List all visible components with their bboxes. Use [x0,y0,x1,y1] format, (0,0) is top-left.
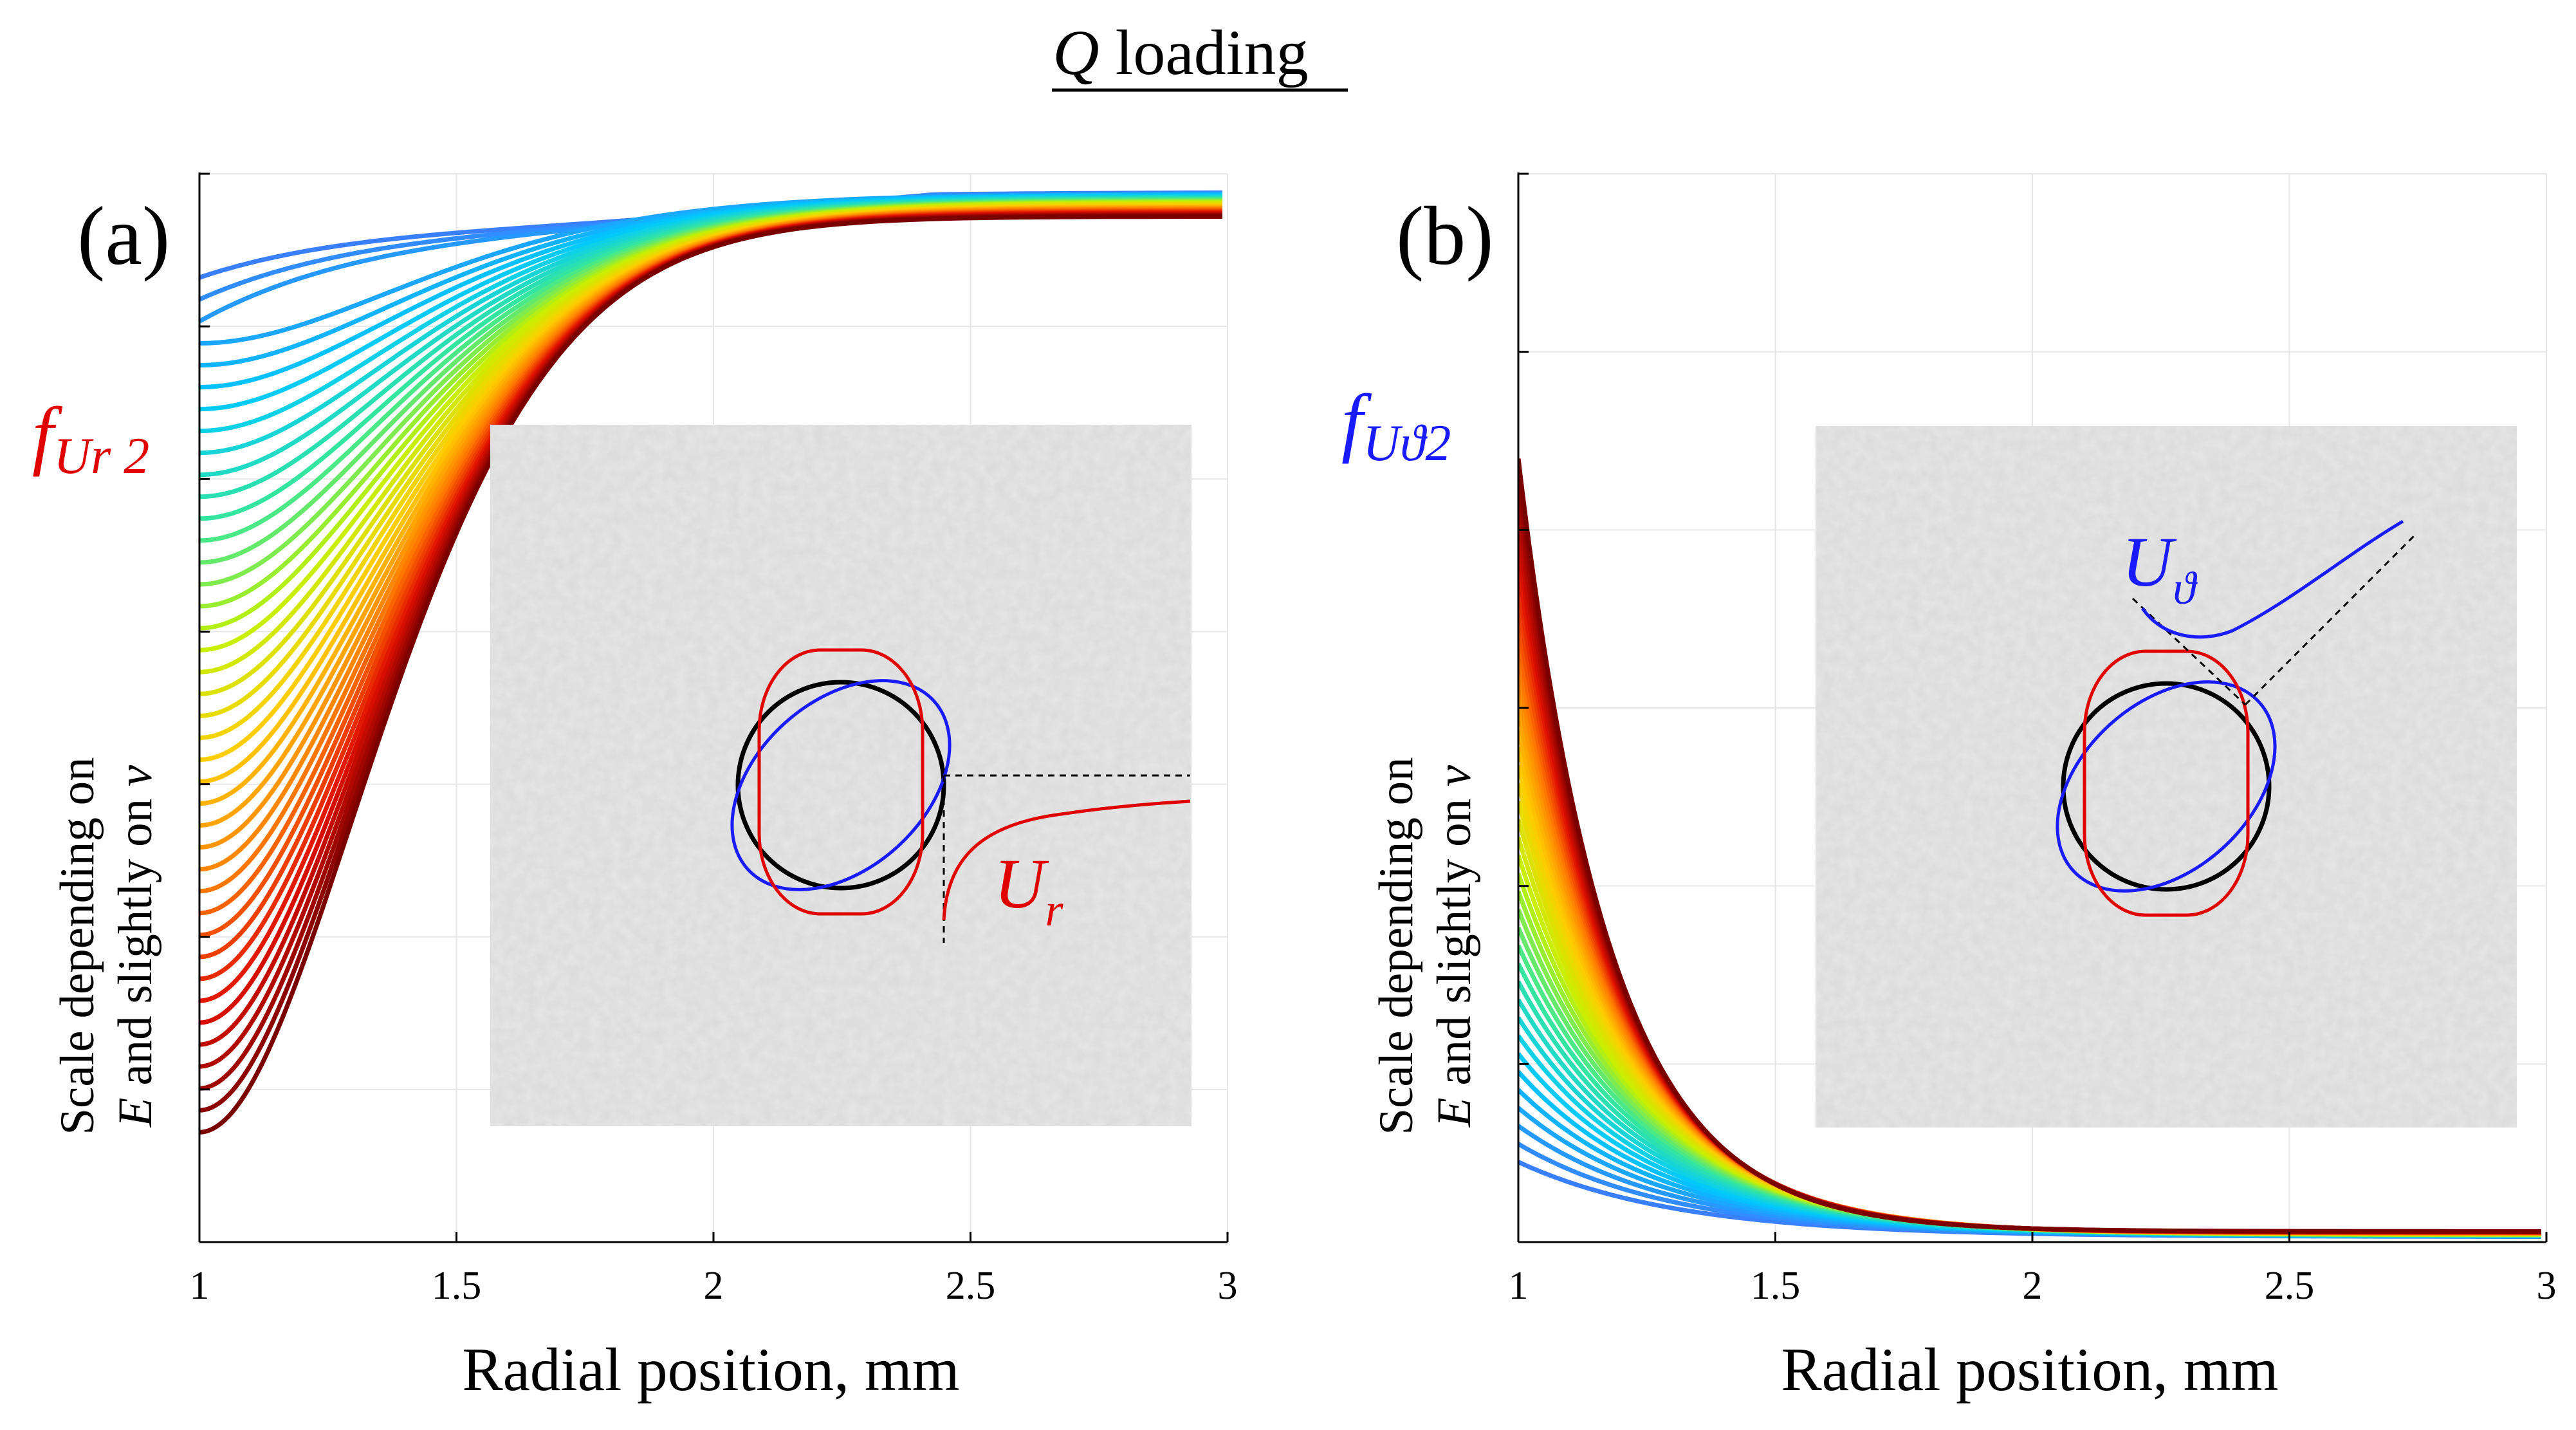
x-tick-label: 2 [704,1264,724,1308]
x-tick-label: 1.5 [432,1264,482,1308]
x-tick-label: 1 [190,1264,210,1308]
inset-b-leader-2 [2244,533,2417,706]
panel-b: 1 1.5 2 2.5 3 (b) fUϑ2 Scale depending on E … [1341,172,2557,1404]
inset-a-shapes [730,648,1191,943]
inset-b-shapes [2056,519,2417,917]
x-tick-label: 2.5 [946,1264,996,1308]
x-tick-label: 2 [2023,1264,2043,1308]
inset-a-red-shape [757,648,925,916]
function-label-a: fUr 2 [32,391,149,485]
inset-b: Uϑ [1816,426,2517,1128]
function-label-b: fUϑ2 [1341,378,1451,472]
inset-b-blue-ellipse [2056,680,2277,893]
inset-a: Ur [490,425,1191,1126]
y-label-b-line1: Scale depending on [1370,757,1423,1135]
x-tick-label: 1 [1509,1264,1529,1308]
x-tick-label: 1.5 [1751,1264,1801,1308]
ticks-a: 1 1.5 2 2.5 3 [190,172,1238,1308]
y-label-a-line2: E and slightly on ν [109,765,162,1128]
panel-label-b: (b) [1396,190,1494,283]
inset-b-red-shape [2083,649,2250,917]
curves-a [199,190,1222,1135]
x-tick-label: 2.5 [2265,1264,2315,1308]
inset-a-curve-label: Ur [994,844,1063,936]
curves-b [1518,458,2541,1239]
series-line [1518,458,2541,1234]
x-label-b: Radial position, mm [1781,1335,2278,1404]
x-tick-label: 3 [2537,1264,2557,1308]
inset-b-black-circle [2061,681,2272,892]
y-label-a-line1: Scale depending on [51,757,104,1135]
inset-a-ur-curve [942,799,1191,921]
x-label-a: Radial position, mm [462,1335,959,1404]
figure-title: Q loading [1053,17,1308,88]
inset-a-black-circle [735,680,946,891]
y-label-b-line2: E and slightly on ν [1428,765,1481,1128]
inset-b-leader-1 [2131,597,2247,706]
ticks-b: 1 1.5 2 2.5 3 [1509,172,2557,1308]
x-tick-label: 3 [1218,1264,1238,1308]
series-line [199,214,1222,1135]
inset-a-blue-ellipse [730,679,952,891]
inset-b-curve-label: Uϑ [2122,523,2198,614]
inset-b-texture [1816,426,2517,1128]
panel-a: 1 1.5 2 2.5 3 (a) fUr 2 Scale depending on E… [32,172,1238,1404]
panel-label-a: (a) [77,190,170,283]
inset-b-utheta-curve [2140,519,2404,639]
